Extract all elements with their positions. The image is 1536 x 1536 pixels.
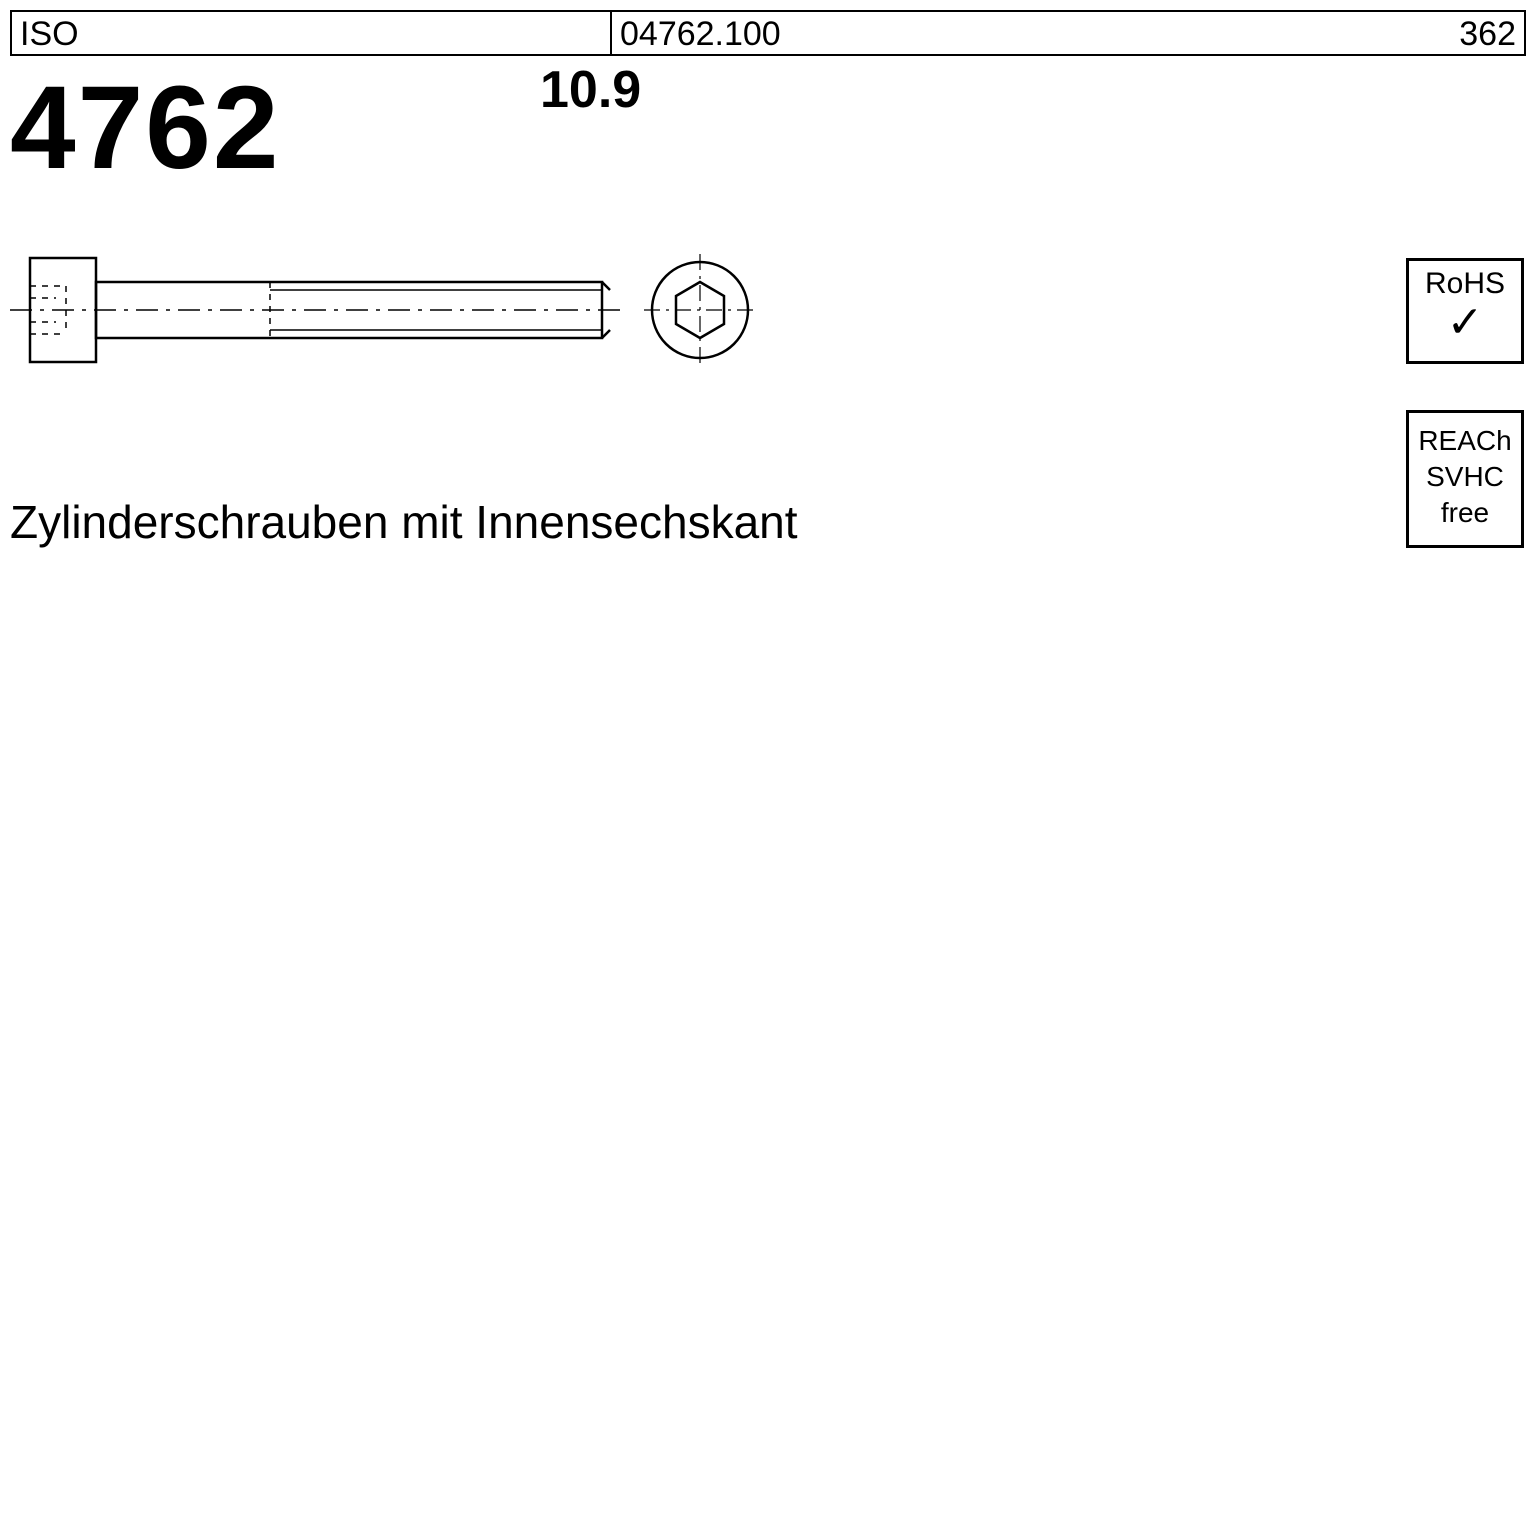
header-row: ISO 04762.100 362 [10,10,1526,56]
reach-line1: REACh [1409,423,1521,459]
product-title: Zylinderschrauben mit Innensechskant [10,495,798,549]
rohs-label: RoHS [1409,267,1521,301]
header-code: 04762.100 [612,12,1404,54]
reach-badge: REACh SVHC free [1406,410,1524,548]
reach-line3: free [1409,495,1521,531]
rohs-badge: RoHS ✓ [1406,258,1524,364]
standard-number: 4762 [10,60,281,196]
strength-grade: 10.9 [540,60,641,120]
screw-drawing-svg [10,240,760,380]
reach-line2: SVHC [1409,459,1521,495]
datasheet-page: ISO 04762.100 362 4762 10.9 [0,0,1536,1536]
check-icon: ✓ [1409,301,1521,345]
header-standard-org: ISO [12,12,612,54]
header-page-number: 362 [1404,12,1524,54]
screw-diagram [10,240,760,380]
